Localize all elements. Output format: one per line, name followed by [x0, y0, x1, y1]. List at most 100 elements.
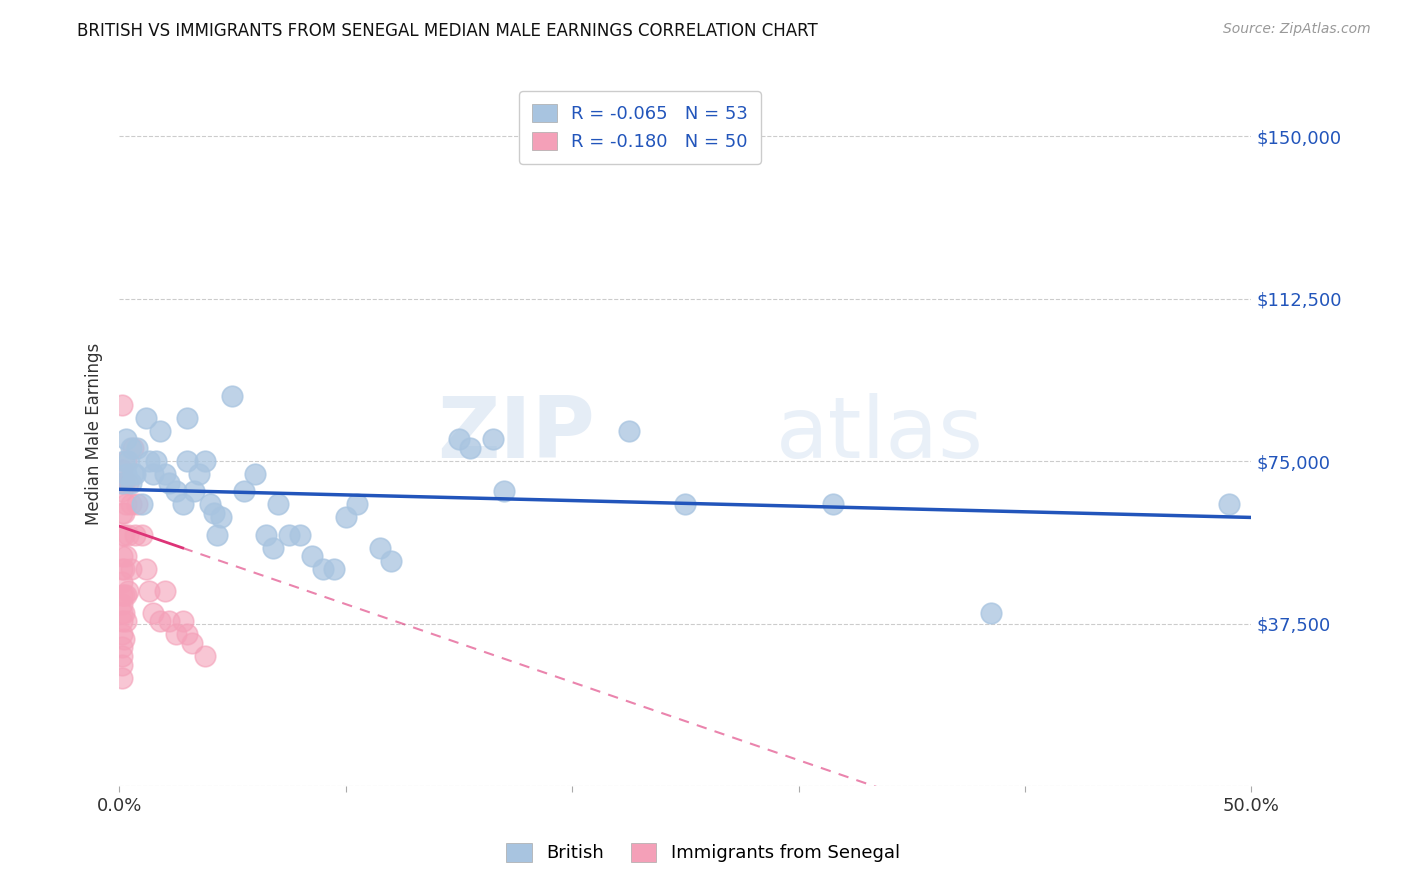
Y-axis label: Median Male Earnings: Median Male Earnings — [86, 343, 103, 525]
Point — [115, 433, 138, 447]
Point — [157, 615, 180, 629]
Point — [232, 484, 254, 499]
Point — [142, 606, 165, 620]
Point — [198, 498, 221, 512]
Point — [221, 389, 243, 403]
Point — [131, 498, 153, 512]
Point — [980, 606, 1002, 620]
Point — [312, 562, 335, 576]
Point — [1218, 498, 1240, 512]
Point — [110, 597, 132, 611]
Point — [172, 498, 194, 512]
Legend: British, Immigrants from Senegal: British, Immigrants from Senegal — [499, 836, 907, 870]
Point — [278, 528, 301, 542]
Point — [110, 475, 132, 490]
Point — [138, 454, 160, 468]
Point — [458, 441, 481, 455]
Point — [153, 584, 176, 599]
Point — [110, 606, 132, 620]
Point — [127, 441, 149, 455]
Point — [335, 510, 357, 524]
Point — [117, 584, 139, 599]
Point — [121, 441, 143, 455]
Point — [115, 549, 138, 564]
Point — [110, 506, 132, 520]
Point — [112, 454, 135, 468]
Point — [194, 454, 217, 468]
Point — [110, 463, 132, 477]
Point — [142, 467, 165, 482]
Point — [127, 498, 149, 512]
Point — [124, 528, 146, 542]
Point — [115, 589, 138, 603]
Point — [110, 627, 132, 641]
Text: ZIP: ZIP — [437, 392, 595, 475]
Point — [117, 454, 139, 468]
Text: atlas: atlas — [776, 392, 984, 475]
Point — [121, 467, 143, 482]
Point — [176, 410, 198, 425]
Point — [112, 475, 135, 490]
Point — [183, 484, 205, 499]
Point — [176, 454, 198, 468]
Point — [494, 484, 516, 499]
Point — [110, 575, 132, 590]
Point — [112, 506, 135, 520]
Point — [205, 528, 228, 542]
Point — [112, 632, 135, 646]
Point — [110, 640, 132, 655]
Point — [112, 606, 135, 620]
Point — [149, 424, 172, 438]
Point — [180, 636, 202, 650]
Point — [368, 541, 391, 555]
Point — [301, 549, 323, 564]
Point — [110, 589, 132, 603]
Point — [145, 454, 167, 468]
Point — [120, 562, 142, 576]
Point — [117, 475, 139, 490]
Point — [673, 498, 696, 512]
Point — [157, 475, 180, 490]
Point — [112, 528, 135, 542]
Point — [243, 467, 266, 482]
Point — [482, 433, 505, 447]
Point — [110, 562, 132, 576]
Point — [262, 541, 284, 555]
Point — [110, 615, 132, 629]
Point — [110, 475, 132, 490]
Point — [120, 475, 142, 490]
Point — [115, 454, 138, 468]
Point — [135, 562, 157, 576]
Point — [115, 498, 138, 512]
Point — [138, 584, 160, 599]
Point — [120, 441, 142, 455]
Legend: R = -0.065   N = 53, R = -0.180   N = 50: R = -0.065 N = 53, R = -0.180 N = 50 — [519, 91, 761, 164]
Text: Source: ZipAtlas.com: Source: ZipAtlas.com — [1223, 22, 1371, 37]
Text: BRITISH VS IMMIGRANTS FROM SENEGAL MEDIAN MALE EARNINGS CORRELATION CHART: BRITISH VS IMMIGRANTS FROM SENEGAL MEDIA… — [77, 22, 818, 40]
Point — [290, 528, 312, 542]
Point — [821, 498, 844, 512]
Point — [124, 467, 146, 482]
Point — [112, 562, 135, 576]
Point — [110, 549, 132, 564]
Point — [115, 467, 138, 482]
Point — [110, 671, 132, 685]
Point — [110, 398, 132, 412]
Point — [209, 510, 232, 524]
Point — [153, 467, 176, 482]
Point — [176, 627, 198, 641]
Point — [117, 528, 139, 542]
Point — [256, 528, 278, 542]
Point — [447, 433, 470, 447]
Point — [194, 649, 217, 664]
Point — [187, 467, 209, 482]
Point — [131, 528, 153, 542]
Point — [323, 562, 346, 576]
Point — [110, 649, 132, 664]
Point — [346, 498, 368, 512]
Point — [110, 657, 132, 672]
Point — [110, 528, 132, 542]
Point — [172, 615, 194, 629]
Point — [380, 554, 402, 568]
Point — [165, 484, 187, 499]
